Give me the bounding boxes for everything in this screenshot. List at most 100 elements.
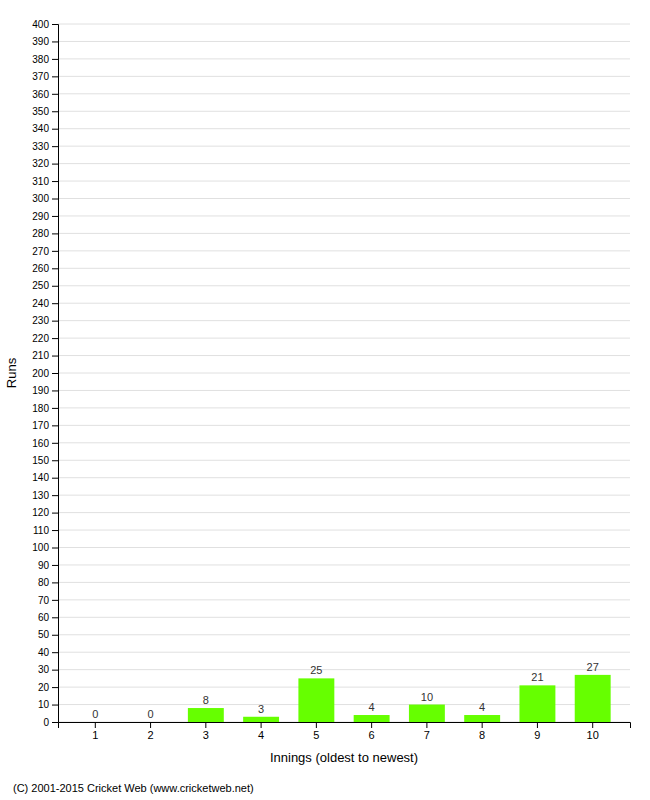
tick-label: 200 (32, 368, 49, 379)
tick-label: 210 (32, 350, 49, 361)
tick-mark (52, 303, 58, 304)
bar (133, 722, 169, 723)
data-label: 0 (92, 708, 98, 720)
grid-line (58, 250, 630, 251)
tick-label: 10 (587, 729, 599, 741)
tick-label: 300 (32, 193, 49, 204)
tick-mark (482, 722, 483, 728)
tick-mark (316, 722, 317, 728)
tick-label: 70 (38, 595, 50, 606)
grid-line (58, 181, 630, 182)
tick-label: 20 (38, 682, 50, 693)
tick: 180 (32, 403, 58, 414)
tick-label: 100 (32, 542, 49, 553)
tick: 210 (32, 350, 58, 361)
tick: 290 (32, 211, 58, 222)
tick: 400 (32, 19, 58, 30)
grid-line (58, 460, 630, 461)
plot: 0083254104212712345678910010203040506070… (32, 19, 630, 741)
tick-mark (52, 460, 58, 461)
x-axis: 12345678910 (59, 722, 631, 741)
tick: 380 (32, 54, 58, 65)
tick: 190 (32, 385, 58, 396)
tick-mark (261, 722, 262, 728)
grid (58, 24, 630, 722)
tick-label: 140 (32, 472, 49, 483)
tick: 310 (32, 176, 58, 187)
tick-mark (52, 705, 58, 706)
grid-line (58, 425, 630, 426)
grid-line (58, 93, 630, 94)
tick-label: 90 (38, 560, 50, 571)
axis-line (59, 723, 631, 729)
tick: 270 (32, 246, 58, 257)
tick-label: 180 (32, 403, 49, 414)
grid-line (58, 303, 630, 304)
tick: 40 (38, 647, 58, 658)
data-label: 25 (310, 664, 322, 676)
x-axis-title: Innings (oldest to newest) (270, 750, 418, 765)
tick-mark (52, 548, 58, 549)
tick-mark (52, 478, 58, 479)
data-label: 4 (479, 701, 485, 713)
tick: 320 (32, 158, 58, 169)
tick-label: 230 (32, 315, 49, 326)
tick-label: 80 (38, 577, 50, 588)
data-label: 3 (258, 703, 264, 715)
data-labels: 00832541042127 (92, 661, 599, 720)
grid-line (58, 58, 630, 59)
grid-line (58, 652, 630, 653)
tick-mark (52, 687, 58, 688)
tick: 9 (534, 722, 540, 741)
tick-mark (52, 181, 58, 182)
tick-label: 380 (32, 54, 49, 65)
grid-line (58, 599, 630, 600)
tick-label: 30 (38, 664, 50, 675)
tick-label: 260 (32, 263, 49, 274)
tick: 350 (32, 106, 58, 117)
tick-mark (52, 94, 58, 95)
tick: 70 (38, 595, 58, 606)
tick-label: 130 (32, 490, 49, 501)
tick: 0 (43, 717, 58, 728)
data-label: 10 (421, 691, 433, 703)
data-label: 0 (148, 708, 154, 720)
tick: 50 (38, 629, 58, 640)
tick-label: 280 (32, 228, 49, 239)
tick-mark (52, 565, 58, 566)
tick-mark (52, 164, 58, 165)
bar (519, 685, 555, 722)
tick: 390 (32, 36, 58, 47)
grid-line (58, 442, 630, 443)
bar (298, 678, 334, 722)
tick: 200 (32, 368, 58, 379)
tick-mark (52, 495, 58, 496)
chart: 0083254104212712345678910010203040506070… (0, 0, 650, 800)
tick: 230 (32, 315, 58, 326)
data-label: 27 (587, 661, 599, 673)
tick-label: 10 (38, 699, 50, 710)
tick: 150 (32, 455, 58, 466)
tick: 3 (203, 722, 209, 741)
tick-label: 370 (32, 71, 49, 82)
tick-mark (52, 76, 58, 77)
tick-mark (52, 390, 58, 391)
tick-label: 320 (32, 158, 49, 169)
tick-label: 2 (148, 729, 154, 741)
tick-mark (52, 59, 58, 60)
tick: 280 (32, 228, 58, 239)
grid-line (58, 477, 630, 478)
tick-label: 60 (38, 612, 50, 623)
tick-mark (52, 41, 58, 42)
tick-mark (371, 722, 372, 728)
tick-mark (52, 443, 58, 444)
grid-line (58, 669, 630, 670)
tick: 2 (148, 722, 154, 741)
tick: 330 (32, 141, 58, 152)
tick-mark (52, 111, 58, 112)
y-axis: 0102030405060708090100110120130140150160… (32, 19, 58, 728)
tick-label: 120 (32, 507, 49, 518)
tick-label: 110 (33, 525, 49, 536)
grid-line (58, 373, 630, 374)
tick-label: 3 (203, 729, 209, 741)
